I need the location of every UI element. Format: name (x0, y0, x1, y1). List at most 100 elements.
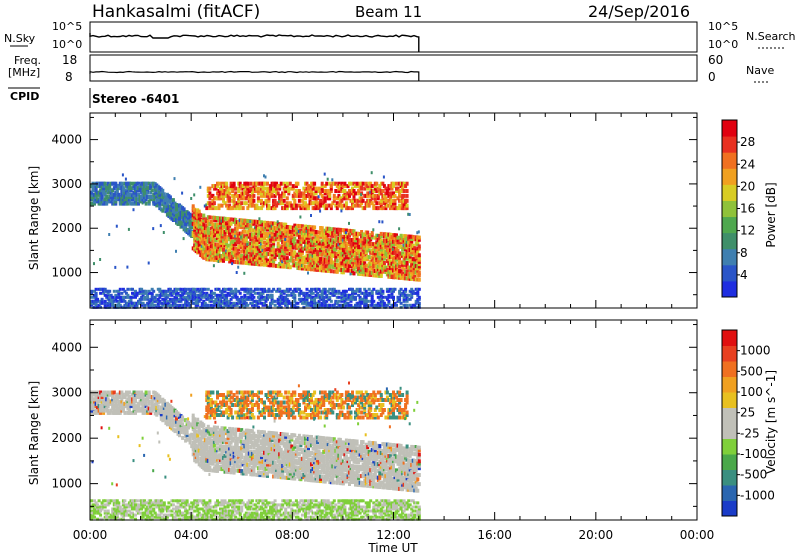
data-cell (146, 501, 150, 505)
data-cell (402, 203, 406, 208)
data-cell (340, 305, 344, 309)
data-cell (168, 210, 172, 215)
data-cell (370, 293, 374, 297)
data-cell (244, 238, 248, 243)
data-cell (256, 196, 260, 201)
data-cell (223, 189, 227, 193)
data-cell (379, 181, 383, 186)
data-cell (141, 406, 145, 411)
data-cell (332, 240, 336, 245)
data-cell (417, 266, 421, 271)
data-cell (175, 295, 178, 299)
data-cell (398, 291, 402, 295)
data-cell (328, 305, 332, 309)
data-cell (126, 186, 130, 191)
data-cell (290, 301, 294, 305)
data-cell (279, 196, 283, 201)
data-cell (358, 249, 362, 254)
data-cell (146, 301, 150, 305)
data-cell (326, 237, 330, 242)
data-cell (300, 264, 303, 268)
data-cell (231, 244, 235, 249)
data-cell (146, 505, 150, 509)
data-cell (273, 201, 277, 206)
data-cell (402, 297, 406, 301)
data-cell (118, 390, 122, 395)
data-cell (91, 505, 95, 509)
data-cell (114, 197, 118, 202)
data-cell (250, 191, 254, 196)
data-cell (205, 248, 209, 253)
data-cell (260, 301, 263, 305)
data-cell (109, 513, 113, 517)
data-cell (214, 255, 218, 260)
data-cell (226, 291, 230, 295)
data-cell (121, 515, 125, 519)
data-cell (258, 231, 262, 236)
data-cell (396, 244, 400, 249)
data-cell (237, 247, 241, 251)
data-cell (349, 242, 353, 247)
data-cell (164, 195, 168, 200)
data-cell (170, 513, 174, 517)
data-cell (126, 183, 130, 188)
data-cell (273, 198, 277, 203)
data-cell (162, 293, 166, 297)
data-cell (320, 263, 324, 268)
data-cell (328, 255, 332, 260)
data-cell (164, 291, 168, 295)
data-cell (179, 211, 183, 216)
data-cell (294, 203, 298, 208)
data-cell (396, 275, 400, 280)
data-cell (334, 256, 338, 261)
data-cell (384, 206, 388, 211)
data-cell (249, 201, 253, 206)
data-cell (93, 499, 96, 503)
data-cell (102, 188, 106, 193)
data-cell (275, 289, 279, 293)
data-cell (229, 181, 233, 186)
data-cell (388, 261, 392, 266)
data-cell (351, 198, 354, 203)
data-cell (340, 186, 344, 191)
data-cell (399, 275, 403, 280)
data-cell (184, 287, 188, 291)
data-cell (344, 231, 347, 235)
data-cell (285, 258, 289, 263)
data-cell (129, 410, 133, 415)
data-cell (328, 297, 332, 301)
data-cell (385, 189, 389, 193)
data-cell (370, 299, 374, 303)
data-cell (137, 301, 140, 305)
data-cell (364, 291, 368, 295)
data-cell (361, 270, 365, 274)
data-cell (144, 192, 148, 197)
data-cell (328, 242, 332, 247)
data-cell (308, 233, 312, 238)
data-cell (338, 263, 342, 268)
data-cell (396, 206, 400, 211)
data-cell (206, 219, 210, 224)
data-cell (320, 303, 324, 307)
data-cell (390, 270, 394, 275)
data-cell (118, 303, 122, 307)
data-cell (308, 198, 312, 203)
data-cell (335, 295, 339, 299)
data-cell (150, 501, 154, 505)
data-cell (114, 509, 118, 513)
data-cell (299, 253, 303, 257)
data-cell (382, 261, 386, 265)
data-cell (364, 301, 368, 305)
data-cell (341, 238, 344, 242)
data-cell (416, 250, 420, 255)
data-cell (243, 293, 247, 297)
data-cell (212, 264, 215, 268)
data-cell (103, 392, 107, 397)
data-cell (290, 256, 294, 261)
data-cell (137, 505, 140, 509)
data-cell (144, 390, 148, 395)
data-cell (134, 289, 137, 293)
data-cell (385, 234, 389, 239)
data-cell (161, 515, 165, 519)
data-cell (153, 299, 157, 303)
